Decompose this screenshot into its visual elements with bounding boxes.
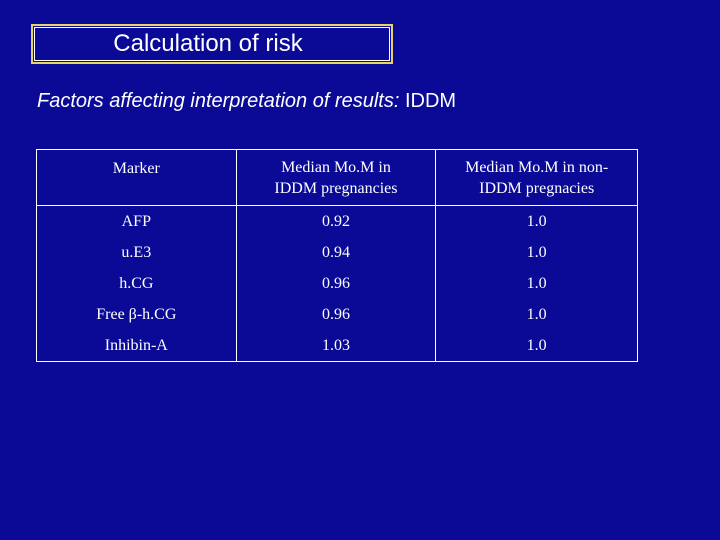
table-row: Inhibin-A 1.03 1.0 bbox=[36, 330, 638, 362]
cell-iddm-mom: 0.96 bbox=[235, 268, 437, 299]
header-marker: Marker bbox=[36, 149, 237, 206]
cell-non-iddm-mom: 1.0 bbox=[435, 205, 638, 237]
cell-iddm-mom: 0.96 bbox=[235, 299, 437, 330]
marker-table: Marker Median Mo.M in IDDM pregnancies M… bbox=[36, 149, 638, 362]
slide-subtitle: Factors affecting interpretation of resu… bbox=[37, 90, 456, 113]
header-marker-line-1: Marker bbox=[112, 160, 160, 177]
header-non-iddm-line-1: Median Mo.M in non- bbox=[465, 158, 609, 176]
table-row: AFP 0.92 1.0 bbox=[36, 205, 638, 237]
table-row: Free β-h.CG 0.96 1.0 bbox=[36, 299, 638, 330]
slide-title: Calculation of risk bbox=[113, 30, 303, 57]
header-iddm-line-1: Median Mo.M in bbox=[281, 158, 391, 176]
cell-non-iddm-mom: 1.0 bbox=[435, 268, 638, 299]
subtitle-plain: IDDM bbox=[399, 90, 457, 112]
header-non-iddm-line-2: IDDM pregnacies bbox=[479, 179, 595, 197]
cell-marker: Inhibin-A bbox=[36, 330, 237, 362]
table-row: u.E3 0.94 1.0 bbox=[36, 237, 638, 268]
cell-marker: u.E3 bbox=[36, 237, 237, 268]
cell-marker: AFP bbox=[36, 205, 237, 237]
cell-non-iddm-mom: 1.0 bbox=[435, 330, 638, 362]
slide-title-box: Calculation of risk bbox=[31, 24, 393, 64]
cell-non-iddm-mom: 1.0 bbox=[435, 299, 638, 330]
cell-marker: Free β-h.CG bbox=[36, 299, 237, 330]
cell-iddm-mom: 1.03 bbox=[235, 330, 437, 362]
subtitle-italic: Factors affecting interpretation of resu… bbox=[37, 90, 400, 112]
cell-iddm-mom: 0.94 bbox=[235, 237, 437, 268]
cell-marker: h.CG bbox=[36, 268, 237, 299]
header-iddm-line-2: IDDM pregnancies bbox=[274, 179, 398, 197]
header-iddm: Median Mo.M in IDDM pregnancies bbox=[235, 149, 437, 206]
header-non-iddm: Median Mo.M in non- IDDM pregnacies bbox=[435, 149, 638, 206]
table-header-row: Marker Median Mo.M in IDDM pregnancies M… bbox=[36, 149, 638, 206]
table-row: h.CG 0.96 1.0 bbox=[36, 268, 638, 299]
cell-non-iddm-mom: 1.0 bbox=[435, 237, 638, 268]
cell-iddm-mom: 0.92 bbox=[235, 205, 437, 237]
